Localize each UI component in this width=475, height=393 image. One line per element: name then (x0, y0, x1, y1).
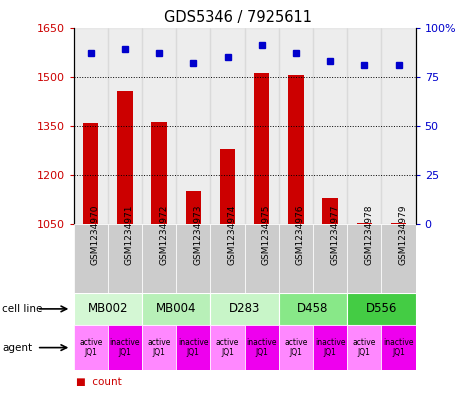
Bar (117, 92, 133, 224)
Text: GSM1234976: GSM1234976 (296, 204, 305, 264)
Bar (245, 325, 279, 370)
Text: inactive
JQ1: inactive JQ1 (178, 338, 209, 357)
Bar (210, 224, 245, 293)
Bar (210, 293, 279, 325)
Text: ■  count: ■ count (76, 377, 122, 387)
Bar (108, 28, 142, 224)
Bar (279, 325, 313, 370)
Bar (152, 123, 167, 224)
Text: GSM1234979: GSM1234979 (399, 204, 408, 264)
Text: inactive
JQ1: inactive JQ1 (110, 338, 140, 357)
Bar (347, 224, 381, 293)
Text: D556: D556 (366, 302, 397, 316)
Text: GSM1234973: GSM1234973 (193, 204, 202, 264)
Bar (74, 224, 108, 293)
Text: GSM1234977: GSM1234977 (330, 204, 339, 264)
Bar (176, 325, 210, 370)
Bar (108, 224, 142, 293)
Text: active
JQ1: active JQ1 (79, 338, 103, 357)
Text: GSM1234970: GSM1234970 (91, 204, 100, 264)
Bar (279, 28, 313, 224)
Bar (347, 293, 416, 325)
Text: active
JQ1: active JQ1 (284, 338, 308, 357)
Bar (176, 224, 210, 293)
Bar (245, 224, 279, 293)
Bar (381, 325, 416, 370)
Bar (313, 28, 347, 224)
Bar (288, 75, 304, 224)
Bar (186, 191, 201, 224)
Text: D283: D283 (229, 302, 260, 316)
Bar (176, 28, 210, 224)
Text: D458: D458 (297, 302, 329, 316)
Bar (220, 149, 235, 224)
Bar (279, 293, 347, 325)
Bar (254, 73, 269, 224)
Bar (381, 28, 416, 224)
Text: MB002: MB002 (87, 302, 128, 316)
Bar (313, 224, 347, 293)
Bar (74, 325, 108, 370)
Bar (323, 198, 338, 224)
Bar (245, 28, 279, 224)
Text: cell line: cell line (2, 304, 43, 314)
Text: inactive
JQ1: inactive JQ1 (247, 338, 277, 357)
Bar (313, 325, 347, 370)
Bar (279, 224, 313, 293)
Bar (142, 224, 176, 293)
Text: active
JQ1: active JQ1 (147, 338, 171, 357)
Text: agent: agent (2, 343, 32, 353)
Bar (347, 325, 381, 370)
Text: active
JQ1: active JQ1 (352, 338, 376, 357)
Text: active
JQ1: active JQ1 (216, 338, 239, 357)
Bar (74, 293, 142, 325)
Bar (210, 325, 245, 370)
Bar (347, 28, 381, 224)
Text: GSM1234971: GSM1234971 (125, 204, 134, 264)
Text: MB004: MB004 (156, 302, 197, 316)
Text: GSM1234974: GSM1234974 (228, 204, 237, 264)
Bar (108, 325, 142, 370)
Text: GDS5346 / 7925611: GDS5346 / 7925611 (163, 10, 312, 25)
Bar (74, 28, 108, 224)
Bar (142, 325, 176, 370)
Text: inactive
JQ1: inactive JQ1 (315, 338, 345, 357)
Bar (142, 28, 176, 224)
Text: GSM1234972: GSM1234972 (159, 204, 168, 264)
Bar (210, 28, 245, 224)
Bar (142, 293, 210, 325)
Text: GSM1234975: GSM1234975 (262, 204, 271, 264)
Bar (391, 223, 406, 224)
Bar (381, 224, 416, 293)
Bar (83, 123, 98, 224)
Text: GSM1234978: GSM1234978 (364, 204, 373, 264)
Text: inactive
JQ1: inactive JQ1 (383, 338, 414, 357)
Bar (357, 223, 372, 224)
